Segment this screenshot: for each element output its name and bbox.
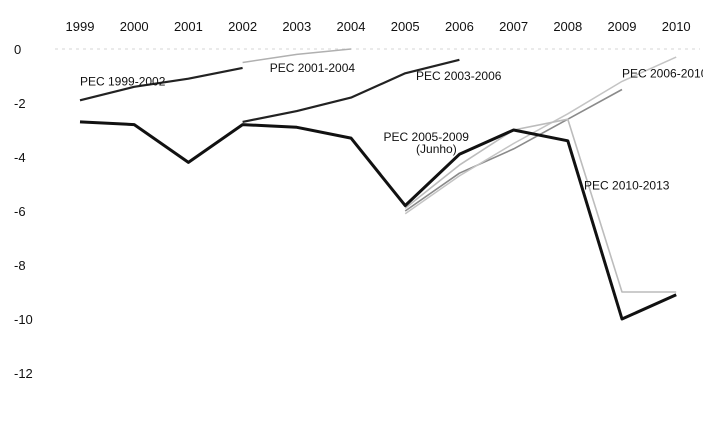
x-tick-2003: 2003 [282, 19, 311, 34]
x-tick-2002: 2002 [228, 19, 257, 34]
x-tick-2010: 2010 [662, 19, 691, 34]
series-line-6 [79, 120, 677, 321]
x-tick-2009: 2009 [608, 19, 637, 34]
x-tick-2004: 2004 [337, 19, 366, 34]
series-line-3 [404, 88, 623, 212]
series-annotation-2: PEC 2003-2006 [416, 69, 502, 83]
y-tick--12: -12 [14, 366, 33, 381]
series-line-1 [242, 48, 352, 64]
y-tick-0: 0 [14, 42, 21, 57]
series-annotation-1: PEC 2001-2004 [270, 61, 356, 75]
series-annotation-0: PEC 1999-2002 [80, 74, 166, 88]
x-tick-2001: 2001 [174, 19, 203, 34]
x-tick-2008: 2008 [553, 19, 582, 34]
series-annotation-6: PEC 2010-2013 [584, 178, 670, 192]
x-tick-labels: 1999 2000 2001 2002 2003 2004 2005 2006 2007 2008… [66, 19, 691, 34]
series-line-5 [404, 118, 677, 293]
series-annotation-5: (Junho) [416, 142, 457, 156]
x-tick-2007: 2007 [499, 19, 528, 34]
x-tick-2005: 2005 [391, 19, 420, 34]
series-line-2 [242, 58, 460, 123]
y-tick--4: -4 [14, 150, 26, 165]
series-line-4 [404, 56, 677, 215]
y-tick--2: -2 [14, 96, 26, 111]
series-annotation-4: PEC 2005-2009 [384, 130, 470, 144]
x-tick-2006: 2006 [445, 19, 474, 34]
series-annotation-3: PEC 2006-2010 [622, 66, 703, 80]
x-tick-1999: 1999 [66, 19, 95, 34]
series-layer [79, 48, 677, 321]
series-line-0 [79, 66, 243, 102]
y-tick--8: -8 [14, 258, 26, 273]
x-tick-2000: 2000 [120, 19, 149, 34]
y-tick-labels: 0 -2 -4 -6 -8 -10 -12 [14, 42, 33, 381]
y-tick--10: -10 [14, 312, 33, 327]
y-tick--6: -6 [14, 204, 26, 219]
series-annotations: PEC 1999-2002 PEC 2001-2004 PEC 2003-2006 P… [80, 61, 703, 192]
